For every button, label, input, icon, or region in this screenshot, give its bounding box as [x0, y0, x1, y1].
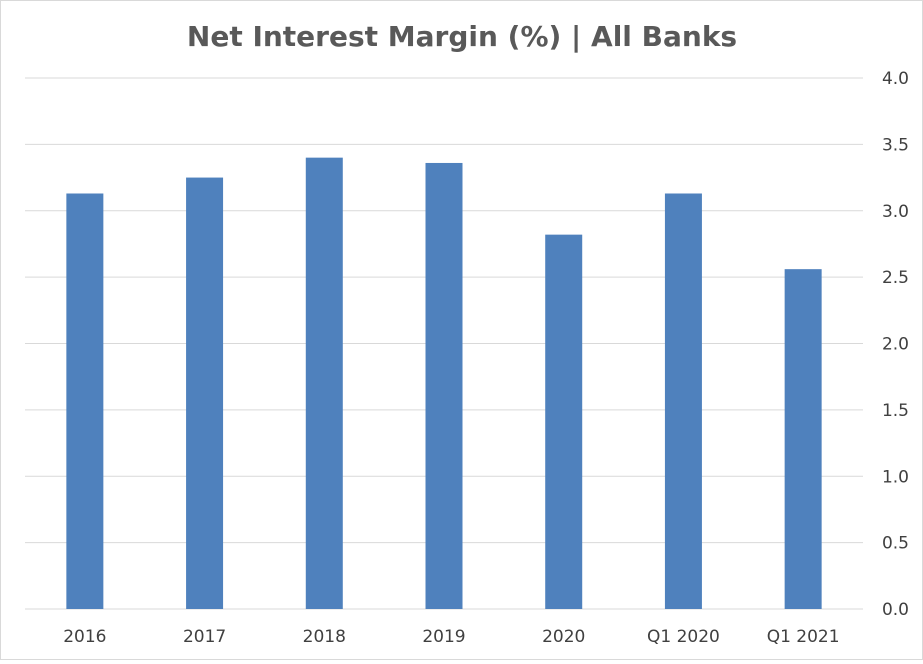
y-tick-label: 1.5 — [882, 401, 909, 421]
x-tick-label: 2018 — [303, 627, 346, 647]
x-axis-tick-labels: 2016 2017 2018 2019 2020 Q1 2020 Q1 2021 — [63, 627, 839, 647]
x-tick-label: Q1 2021 — [767, 627, 840, 647]
x-tick-label: Q1 2020 — [647, 627, 720, 647]
bar-2016 — [66, 193, 104, 609]
bar-2017 — [186, 177, 224, 609]
y-tick-label: 0.0 — [882, 600, 909, 620]
y-tick-label: 2.0 — [882, 335, 909, 355]
bar-q1-2020 — [664, 193, 702, 609]
bar-2019 — [425, 162, 463, 609]
y-tick-label: 4.0 — [882, 69, 909, 89]
bar-2018 — [305, 157, 343, 609]
bars — [66, 157, 822, 609]
y-axis-tick-labels: 0.0 0.5 1.0 1.5 2.0 2.5 3.0 3.5 4.0 — [882, 69, 909, 620]
x-tick-label: 2020 — [542, 627, 585, 647]
y-tick-label: 3.5 — [882, 135, 909, 155]
bar-q1-2021 — [784, 269, 822, 609]
y-tick-label: 3.0 — [882, 202, 909, 222]
x-tick-label: 2017 — [183, 627, 226, 647]
x-tick-label: 2016 — [63, 627, 106, 647]
x-tick-label: 2019 — [422, 627, 465, 647]
y-tick-label: 2.5 — [882, 268, 909, 288]
chart-title: Net Interest Margin (%) | All Banks — [187, 20, 737, 53]
bar-2020 — [545, 234, 583, 609]
y-tick-label: 1.0 — [882, 467, 909, 487]
y-tick-label: 0.5 — [882, 534, 909, 554]
